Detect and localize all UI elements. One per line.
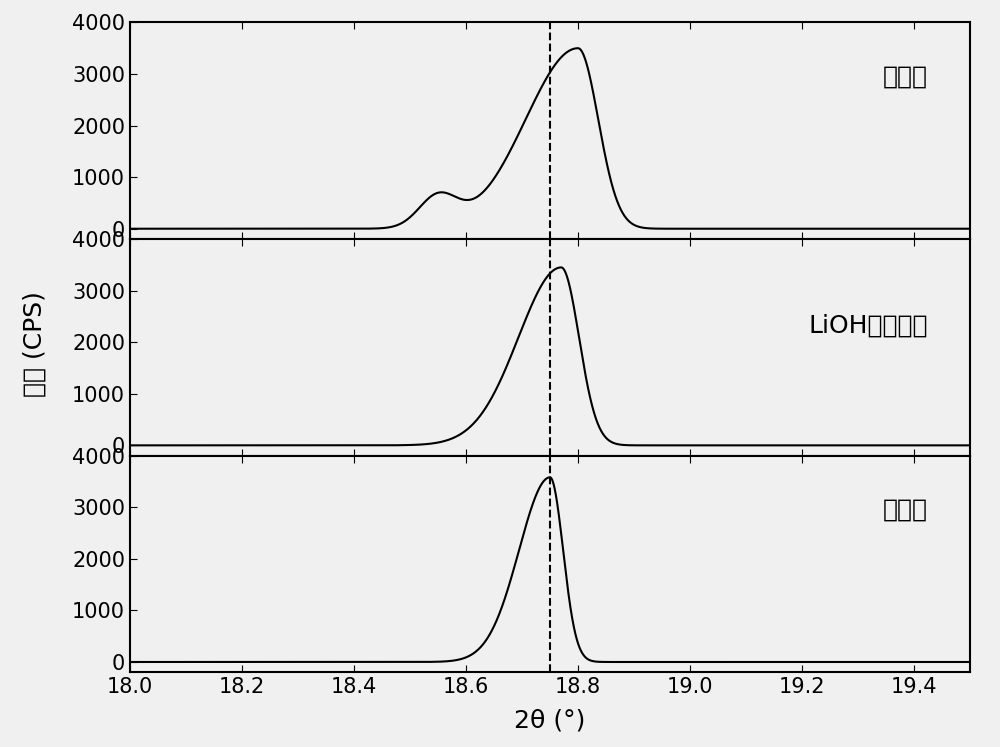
Text: LiOH溶液洗涂: LiOH溶液洗涂 [808,314,928,338]
Text: 水洗涂: 水洗涂 [883,64,928,89]
X-axis label: 2θ (°): 2θ (°) [514,708,586,732]
Text: 原始样: 原始样 [883,498,928,522]
Text: 强度 (CPS): 强度 (CPS) [23,291,47,397]
